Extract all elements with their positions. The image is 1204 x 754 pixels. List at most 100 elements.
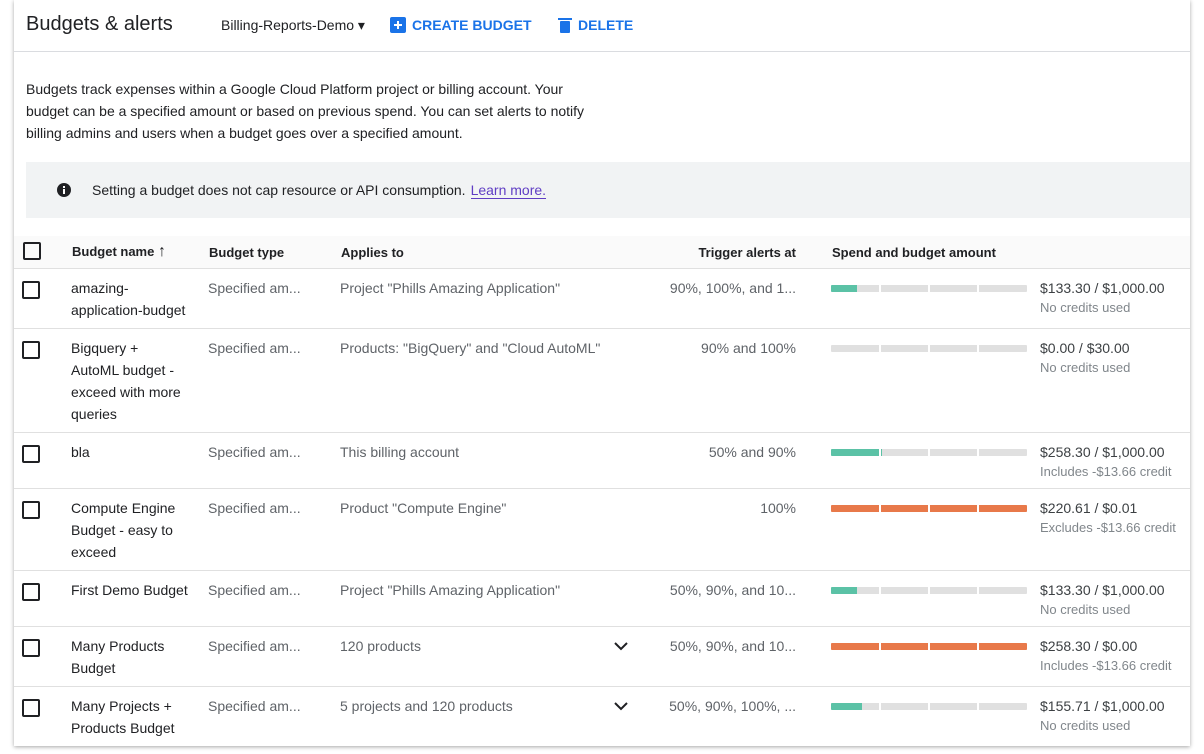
element: ↑ bbox=[157, 243, 166, 260]
trigger: 90% and 100% bbox=[662, 328, 831, 433]
element bbox=[614, 702, 628, 711]
element bbox=[560, 21, 570, 33]
element bbox=[879, 703, 881, 710]
column-header: Spend and budget amount bbox=[831, 236, 1190, 269]
budget-row[interactable]: First Demo Budget Specified am... Projec… bbox=[14, 570, 1190, 627]
project-name[interactable]: Billing-Reports-Demo bbox=[221, 17, 355, 33]
element bbox=[831, 488, 1040, 571]
row-checkbox[interactable] bbox=[22, 699, 40, 717]
budget-name[interactable]: Compute Engine Budget - easy to exceed bbox=[71, 488, 208, 571]
budget-name[interactable]: amazing-application-budget bbox=[71, 268, 208, 329]
budget-row[interactable]: Compute Engine Budget - easy to exceed S… bbox=[14, 488, 1190, 571]
element bbox=[928, 285, 930, 292]
element bbox=[831, 703, 862, 710]
element bbox=[879, 643, 881, 650]
applies-to-text: Project "Phills Amazing Application" bbox=[340, 280, 561, 296]
element bbox=[879, 587, 881, 594]
element bbox=[14, 626, 71, 687]
element bbox=[928, 345, 930, 352]
element: $133.30 / $1,000.00 No credits used bbox=[1040, 570, 1190, 627]
amount: $155.71 / $1,000.00 bbox=[1040, 698, 1165, 714]
element bbox=[63, 186, 65, 188]
spend-bar bbox=[831, 505, 1027, 512]
budget-name[interactable]: Many Products Budget bbox=[71, 626, 208, 687]
credits: No credits used bbox=[1040, 300, 1131, 315]
row-checkbox[interactable] bbox=[22, 639, 40, 657]
budget-row[interactable]: bla Specified am... This billing account… bbox=[14, 432, 1190, 489]
amount: $220.61 / $0.01 bbox=[1040, 500, 1138, 516]
budget-row[interactable]: Bigquery + AutoML budget - exceed with m… bbox=[14, 328, 1190, 433]
element bbox=[977, 345, 979, 352]
row-checkbox[interactable] bbox=[22, 501, 40, 519]
info-icon bbox=[57, 183, 71, 197]
amount: $133.30 / $1,000.00 bbox=[1040, 582, 1165, 598]
element bbox=[831, 432, 1040, 489]
delete-button[interactable]: DELETE bbox=[558, 17, 633, 33]
element bbox=[977, 505, 979, 512]
element bbox=[928, 703, 930, 710]
budget-table: Budget name ↑ Budget type Applies to Tri… bbox=[14, 236, 1190, 746]
element bbox=[831, 449, 882, 456]
element bbox=[558, 18, 572, 20]
trigger: 50%, 90%, 100%, ... bbox=[662, 686, 831, 746]
spend-bar bbox=[831, 345, 1027, 352]
delete-label[interactable]: DELETE bbox=[578, 17, 634, 33]
plus-icon bbox=[390, 17, 406, 33]
element bbox=[831, 268, 1040, 329]
element: $258.30 / $0.00 Includes -$13.66 credit bbox=[1040, 626, 1190, 687]
element bbox=[831, 587, 858, 594]
budget-name[interactable]: bla bbox=[71, 432, 208, 489]
element bbox=[977, 285, 979, 292]
applies-to-text: Project "Phills Amazing Application" bbox=[340, 582, 561, 598]
column-header: Trigger alerts at bbox=[662, 236, 831, 269]
trigger: 50%, 90%, and 10... bbox=[662, 626, 831, 687]
page-title: Budgets & alerts bbox=[26, 13, 173, 35]
row-checkbox[interactable] bbox=[22, 281, 40, 299]
applies-to: 5 projects and 120 products bbox=[340, 686, 662, 746]
amount: $0.00 / $30.00 bbox=[1040, 340, 1130, 356]
expand-icon[interactable] bbox=[613, 701, 629, 711]
column-header: Budget type bbox=[208, 236, 340, 269]
applies-to: Products: "BigQuery" and "Cloud AutoML" bbox=[340, 328, 662, 433]
create-label[interactable]: CREATE BUDGET bbox=[412, 17, 532, 33]
budget-row[interactable]: Many Projects + Products Budget Specifie… bbox=[14, 686, 1190, 746]
create-button[interactable]: CREATE BUDGET bbox=[390, 17, 532, 33]
applies-to-text: 120 products bbox=[340, 638, 421, 654]
description: Budgets track expenses within a Google C… bbox=[26, 81, 585, 141]
budget-name[interactable]: Many Projects + Products Budget bbox=[71, 686, 208, 746]
row-checkbox[interactable] bbox=[22, 583, 40, 601]
row-checkbox[interactable] bbox=[22, 341, 40, 359]
budget-row[interactable]: Many Products Budget Specified am... 120… bbox=[14, 626, 1190, 687]
project-selector[interactable]: Billing-Reports-Demo ▾ bbox=[221, 17, 365, 33]
element bbox=[879, 285, 881, 292]
element bbox=[879, 449, 881, 456]
element bbox=[14, 686, 71, 746]
column-header[interactable]: Budget name ↑ bbox=[71, 236, 208, 269]
applies-to: Project "Phills Amazing Application" bbox=[340, 268, 662, 329]
notice-text: Setting a budget does not cap resource o… bbox=[92, 182, 466, 198]
element bbox=[14, 328, 71, 433]
column-header: Applies to bbox=[340, 236, 662, 269]
expand-icon[interactable] bbox=[613, 641, 629, 651]
budget-type: Specified am... bbox=[208, 268, 340, 329]
amount: $258.30 / $1,000.00 bbox=[1040, 444, 1165, 460]
learn-more-link[interactable]: Learn more. bbox=[470, 181, 547, 199]
element bbox=[394, 21, 402, 29]
credits: Includes -$13.66 credit bbox=[1040, 464, 1172, 479]
notice: Setting a budget does not cap resource o… bbox=[26, 162, 1190, 218]
element: $155.71 / $1,000.00 No credits used bbox=[1040, 686, 1190, 746]
trigger: 50%, 90%, and 10... bbox=[662, 570, 831, 627]
select-all-checkbox[interactable] bbox=[23, 241, 41, 260]
budget-row[interactable]: amazing-application-budget Specified am.… bbox=[14, 268, 1190, 329]
element bbox=[831, 285, 858, 292]
budget-name[interactable]: Bigquery + AutoML budget - exceed with m… bbox=[71, 328, 208, 433]
budget-type: Specified am... bbox=[208, 626, 340, 687]
element bbox=[614, 642, 628, 651]
spend-bar bbox=[831, 285, 1027, 292]
applies-to: Project "Phills Amazing Application" bbox=[340, 570, 662, 627]
budget-name[interactable]: First Demo Budget bbox=[71, 570, 208, 627]
row-checkbox[interactable] bbox=[22, 445, 40, 463]
element bbox=[977, 643, 979, 650]
element bbox=[14, 236, 71, 269]
